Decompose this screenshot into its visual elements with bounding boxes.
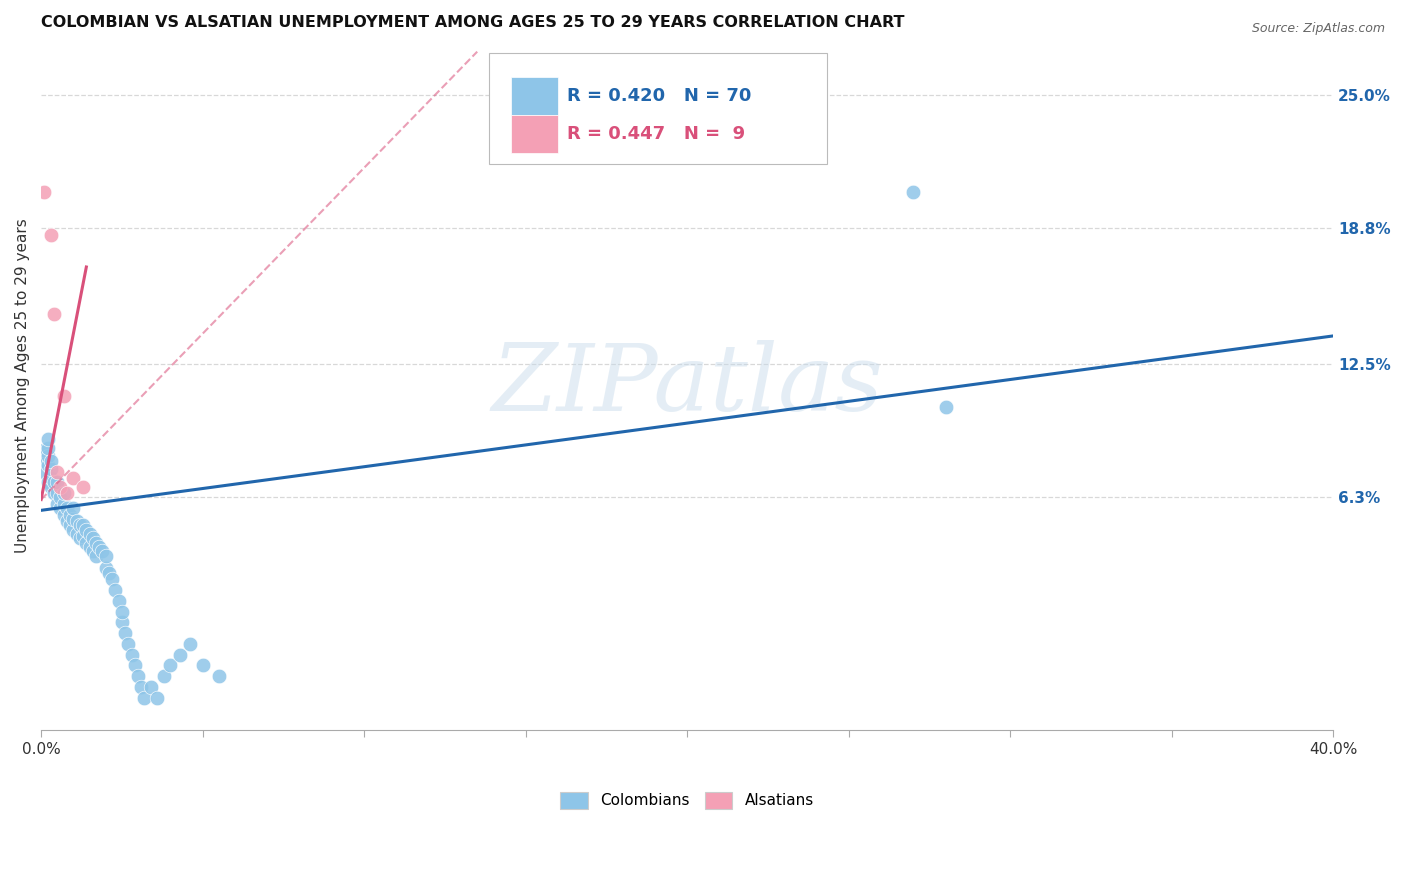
- Point: [169, 648, 191, 662]
- Point: [46, 465, 69, 479]
- Point: [134, 690, 156, 705]
- Point: [42, 307, 65, 321]
- Point: [52, 508, 75, 522]
- Y-axis label: Unemployment Among Ages 25 to 29 years: Unemployment Among Ages 25 to 29 years: [15, 218, 30, 553]
- Point: [146, 690, 169, 705]
- Point: [66, 527, 89, 541]
- Point: [72, 529, 94, 543]
- Point: [52, 497, 75, 511]
- Point: [104, 582, 127, 597]
- Point: [34, 465, 56, 479]
- Point: [179, 637, 201, 651]
- Point: [46, 497, 69, 511]
- Point: [75, 523, 97, 537]
- Point: [46, 475, 69, 490]
- Point: [97, 566, 120, 580]
- Point: [79, 527, 101, 541]
- Point: [62, 512, 84, 526]
- Point: [62, 501, 84, 516]
- Point: [37, 432, 59, 446]
- Point: [56, 501, 79, 516]
- Point: [42, 486, 65, 500]
- Point: [72, 480, 94, 494]
- Point: [129, 680, 152, 694]
- Point: [935, 400, 957, 414]
- Point: [111, 615, 134, 630]
- Point: [208, 669, 231, 683]
- Point: [69, 531, 91, 545]
- Point: [59, 508, 82, 522]
- Point: [62, 471, 84, 485]
- Point: [52, 486, 75, 500]
- Point: [49, 480, 72, 494]
- Point: [72, 518, 94, 533]
- Point: [37, 450, 59, 464]
- Point: [34, 185, 56, 199]
- Point: [39, 471, 62, 485]
- Legend: Colombians, Alsatians: Colombians, Alsatians: [554, 786, 820, 814]
- Point: [56, 514, 79, 528]
- Text: ZIPatlas: ZIPatlas: [491, 341, 883, 431]
- Point: [46, 486, 69, 500]
- Point: [37, 441, 59, 455]
- FancyBboxPatch shape: [512, 115, 558, 153]
- Point: [75, 535, 97, 549]
- Point: [121, 648, 143, 662]
- Point: [153, 669, 176, 683]
- Point: [49, 501, 72, 516]
- FancyBboxPatch shape: [489, 53, 827, 163]
- Point: [124, 658, 146, 673]
- Point: [34, 443, 56, 458]
- Point: [84, 549, 107, 563]
- Point: [82, 544, 104, 558]
- Point: [34, 454, 56, 468]
- Point: [94, 561, 117, 575]
- Point: [56, 486, 79, 500]
- Point: [89, 540, 111, 554]
- Point: [42, 475, 65, 490]
- Point: [52, 389, 75, 403]
- Point: [79, 540, 101, 554]
- Point: [159, 658, 181, 673]
- Point: [66, 514, 89, 528]
- Point: [94, 549, 117, 563]
- Point: [59, 518, 82, 533]
- Point: [37, 475, 59, 490]
- Point: [49, 491, 72, 505]
- Point: [111, 605, 134, 619]
- Point: [191, 658, 214, 673]
- Point: [39, 227, 62, 242]
- Point: [39, 480, 62, 494]
- Point: [91, 544, 114, 558]
- Text: COLOMBIAN VS ALSATIAN UNEMPLOYMENT AMONG AGES 25 TO 29 YEARS CORRELATION CHART: COLOMBIAN VS ALSATIAN UNEMPLOYMENT AMONG…: [41, 15, 904, 30]
- Point: [82, 531, 104, 545]
- Point: [114, 626, 136, 640]
- Point: [127, 669, 149, 683]
- Point: [62, 523, 84, 537]
- Text: R = 0.420   N = 70: R = 0.420 N = 70: [567, 87, 751, 105]
- Point: [139, 680, 162, 694]
- Point: [101, 572, 124, 586]
- Point: [37, 458, 59, 472]
- Text: R = 0.447   N =  9: R = 0.447 N = 9: [567, 125, 745, 143]
- Point: [39, 454, 62, 468]
- FancyBboxPatch shape: [512, 78, 558, 114]
- Point: [69, 518, 91, 533]
- Point: [84, 535, 107, 549]
- Point: [117, 637, 139, 651]
- Text: Source: ZipAtlas.com: Source: ZipAtlas.com: [1251, 22, 1385, 36]
- Point: [107, 594, 129, 608]
- Point: [39, 462, 62, 476]
- Point: [903, 185, 925, 199]
